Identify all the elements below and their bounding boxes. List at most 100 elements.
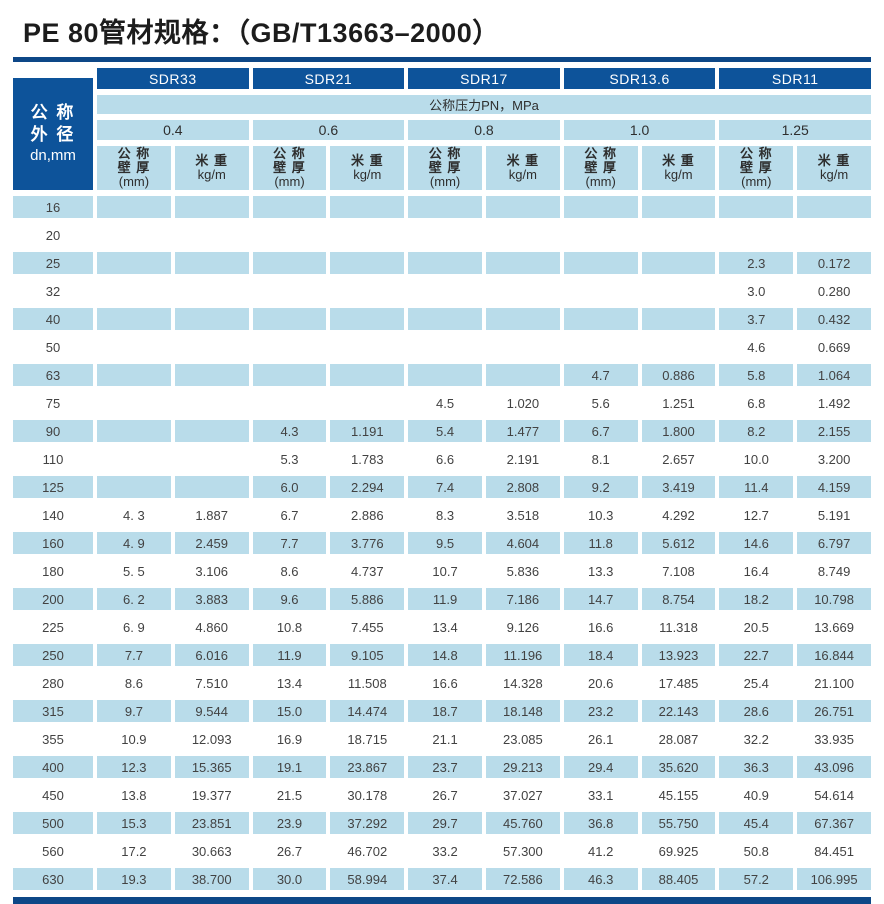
value-cell bbox=[97, 224, 171, 246]
value-cell: 7.455 bbox=[351, 619, 384, 635]
value-cell: 16.4 bbox=[743, 563, 769, 579]
dn-cell: 315 bbox=[13, 700, 93, 722]
value-cell: 43.096 bbox=[797, 756, 871, 778]
value-cell: 13.4 bbox=[276, 675, 303, 691]
value-cell: 11.9 bbox=[408, 588, 482, 610]
value-cell bbox=[330, 364, 405, 386]
value-cell bbox=[174, 476, 249, 498]
value-cell: 5.3 bbox=[280, 451, 299, 467]
wall-thickness-header-line: 公 称 bbox=[273, 146, 306, 161]
value-cell: 12.7 bbox=[743, 507, 769, 523]
value-cell: 18.4 bbox=[563, 644, 638, 666]
value-cell: 6. 9 bbox=[123, 619, 145, 635]
dn-cell: 110 bbox=[42, 451, 64, 467]
value-cell: 9.5 bbox=[408, 532, 482, 554]
wall-thickness-header-line: 公 称 bbox=[428, 146, 462, 161]
weight-header-line: kg/m bbox=[820, 167, 849, 182]
pressure-value: 1.0 bbox=[563, 120, 716, 140]
value-cell: 4.860 bbox=[195, 619, 228, 635]
value-cell bbox=[330, 224, 404, 246]
value-cell bbox=[408, 336, 482, 358]
value-cell bbox=[253, 280, 327, 302]
value-cell: 23.9 bbox=[252, 812, 327, 834]
value-cell: 0.432 bbox=[797, 308, 871, 330]
dn-cell: 560 bbox=[42, 843, 64, 859]
value-cell: 8.2 bbox=[719, 420, 794, 442]
value-cell bbox=[97, 448, 171, 470]
value-cell: 14.8 bbox=[408, 644, 482, 666]
table-row: 355 10.9 12.093 16.9 18.715 21.1 23.085 26.1 28.… bbox=[13, 728, 871, 750]
value-cell: 5.191 bbox=[817, 507, 851, 523]
value-cell: 9.544 bbox=[174, 700, 249, 722]
value-cell bbox=[797, 224, 871, 246]
wall-thickness-header-line: 公 称 bbox=[584, 146, 617, 161]
value-cell bbox=[174, 420, 249, 442]
table-row: 180 5. 5 3.106 8.6 4.737 10.7 5.836 13.3 7.108 16… bbox=[13, 560, 871, 582]
value-cell: 37.4 bbox=[408, 868, 482, 890]
value-cell bbox=[485, 252, 560, 274]
value-cell: 5.6 bbox=[591, 395, 610, 411]
value-cell: 1.251 bbox=[662, 395, 695, 411]
value-cell: 4.292 bbox=[662, 507, 695, 523]
dn-cell: 90 bbox=[13, 420, 93, 442]
value-cell: 4. 3 bbox=[123, 507, 145, 523]
value-cell: 11.196 bbox=[485, 644, 560, 666]
value-cell: 4.7 bbox=[563, 364, 638, 386]
value-cell bbox=[641, 252, 716, 274]
value-cell bbox=[97, 308, 171, 330]
sdr-group-header: SDR11 bbox=[719, 68, 871, 89]
value-cell: 18.715 bbox=[347, 731, 388, 747]
value-cell bbox=[252, 252, 327, 274]
value-cell: 0.886 bbox=[641, 364, 716, 386]
dn-cell: 75 bbox=[45, 395, 61, 411]
sdr-group-header: SDR33 bbox=[97, 68, 249, 89]
value-cell: 32.2 bbox=[743, 731, 769, 747]
value-cell: 6.7 bbox=[563, 420, 638, 442]
value-cell: 33.2 bbox=[432, 843, 458, 859]
value-cell bbox=[408, 252, 482, 274]
value-cell: 8.754 bbox=[641, 588, 716, 610]
table-row: 50 4.6 0.669 bbox=[13, 336, 871, 358]
value-cell: 15.0 bbox=[252, 700, 327, 722]
value-cell: 7.7 bbox=[97, 644, 171, 666]
value-cell: 7.186 bbox=[485, 588, 560, 610]
value-cell bbox=[408, 364, 482, 386]
value-cell: 14.328 bbox=[503, 675, 543, 691]
value-cell: 11.508 bbox=[347, 675, 387, 691]
value-cell: 18.7 bbox=[408, 700, 482, 722]
header-row-pressure: 公称压力PN，MPa bbox=[13, 95, 871, 114]
value-cell: 9.2 bbox=[563, 476, 638, 498]
value-cell: 15.3 bbox=[97, 812, 171, 834]
value-cell: 6.8 bbox=[747, 395, 766, 411]
dn-cell: 140 bbox=[42, 507, 64, 523]
table-row: 450 13.8 19.377 21.5 30.178 26.7 37.027 33.1 45.… bbox=[13, 784, 871, 806]
value-cell: 5.886 bbox=[330, 588, 405, 610]
value-cell bbox=[97, 420, 171, 442]
dn-cell: 63 bbox=[13, 364, 93, 386]
value-cell bbox=[97, 392, 171, 414]
table-header: 公 称外 径 dn,mm SDR33 SDR21 SDR17 SDR13.6 SDR11 公称… bbox=[13, 68, 871, 190]
header-row-pressure-values: 0.4 0.6 0.8 1.0 1.25 bbox=[13, 120, 871, 140]
value-cell: 10.798 bbox=[797, 588, 871, 610]
table-row: 110 5.3 1.783 6.6 2.191 8.1 2.657 10.0 3.200 bbox=[13, 448, 871, 470]
value-cell bbox=[719, 224, 793, 246]
value-cell: 19.3 bbox=[97, 868, 171, 890]
value-cell: 37.292 bbox=[330, 812, 405, 834]
value-cell bbox=[252, 364, 327, 386]
value-cell: 4.6 bbox=[747, 339, 766, 355]
value-cell bbox=[97, 280, 171, 302]
value-cell: 23.7 bbox=[408, 756, 482, 778]
pressure-header: 公称压力PN，MPa bbox=[97, 95, 871, 114]
value-cell: 15.365 bbox=[174, 756, 249, 778]
value-cell: 10.9 bbox=[121, 731, 147, 747]
bottom-rule bbox=[13, 897, 871, 904]
value-cell: 41.2 bbox=[588, 843, 614, 859]
value-cell: 36.3 bbox=[719, 756, 794, 778]
value-cell bbox=[797, 196, 871, 218]
wall-thickness-header-line: (mm) bbox=[429, 174, 461, 189]
value-cell bbox=[253, 392, 327, 414]
pressure-value: 1.25 bbox=[719, 120, 871, 140]
value-cell: 69.925 bbox=[658, 843, 699, 859]
weight-header: 米 重 kg/m bbox=[485, 146, 560, 190]
value-cell: 8.6 bbox=[124, 675, 143, 691]
